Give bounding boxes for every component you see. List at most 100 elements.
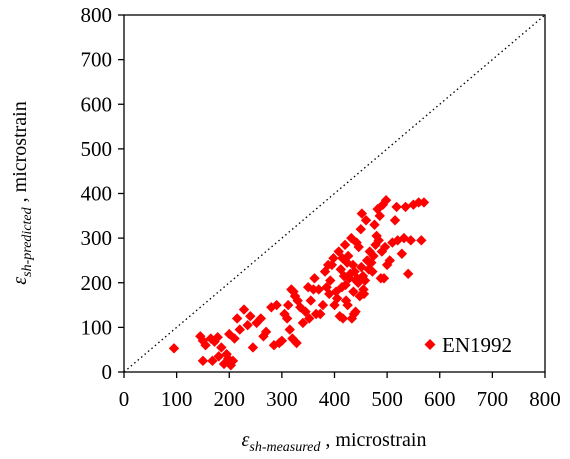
data-point xyxy=(360,215,372,226)
x-tick-label: 300 xyxy=(266,387,298,411)
data-point xyxy=(413,197,424,208)
data-point xyxy=(304,313,315,324)
legend: EN1992 xyxy=(424,333,512,357)
data-point xyxy=(398,232,410,244)
data-point xyxy=(309,273,320,284)
data-point xyxy=(391,201,402,213)
data-point xyxy=(380,194,392,206)
y-tick-label: 0 xyxy=(102,360,113,384)
data-point xyxy=(231,313,243,324)
data-point xyxy=(373,235,384,246)
y-tick-label: 800 xyxy=(81,3,113,27)
data-point xyxy=(207,355,218,367)
x-tick-label: 400 xyxy=(319,387,351,411)
data-point xyxy=(405,235,417,246)
data-point xyxy=(353,241,364,253)
data-point xyxy=(328,253,339,264)
x-axis-label-subscript: sh-measured xyxy=(249,440,321,455)
x-tick-label: 0 xyxy=(119,387,130,411)
data-point xyxy=(255,313,267,324)
x-tick-label: 800 xyxy=(529,387,561,411)
data-point xyxy=(247,342,259,353)
data-point xyxy=(315,308,326,320)
data-point xyxy=(418,197,430,208)
data-point xyxy=(379,241,391,253)
data-point xyxy=(284,324,295,335)
data-point xyxy=(271,299,282,311)
data-point xyxy=(331,293,343,304)
data-point xyxy=(281,313,293,324)
data-point xyxy=(356,208,368,219)
data-point xyxy=(374,210,385,222)
legend-label: EN1992 xyxy=(442,333,512,357)
data-point xyxy=(389,215,401,226)
data-point xyxy=(355,224,367,235)
data-point xyxy=(297,317,309,329)
data-point xyxy=(308,284,319,295)
data-point xyxy=(282,299,294,311)
y-tick-label: 100 xyxy=(81,315,113,339)
legend-marker xyxy=(424,339,436,350)
data-point xyxy=(200,340,211,351)
data-point xyxy=(242,319,253,331)
data-points xyxy=(168,194,430,371)
data-point xyxy=(245,311,256,322)
data-point xyxy=(416,235,427,246)
y-tick-label: 600 xyxy=(81,92,113,116)
y-axis-ticks: 0 100 200 300 400 500 600 700 800 xyxy=(81,3,124,384)
y-tick-label: 400 xyxy=(81,182,113,206)
data-point xyxy=(317,299,329,311)
data-point xyxy=(339,239,351,251)
data-point xyxy=(305,295,317,306)
x-tick-label: 100 xyxy=(161,387,193,411)
data-point xyxy=(378,273,390,284)
y-tick-label: 500 xyxy=(81,137,113,161)
data-point xyxy=(350,306,361,317)
reference-line xyxy=(123,14,546,373)
data-point xyxy=(234,324,245,335)
data-point xyxy=(396,248,408,259)
data-point xyxy=(402,268,414,280)
data-point xyxy=(359,275,371,286)
data-point xyxy=(346,232,357,244)
y-tick-label: 200 xyxy=(81,271,113,295)
data-point xyxy=(369,219,380,230)
y-axis-label-symbol: ε xyxy=(9,277,31,285)
data-point xyxy=(197,355,209,367)
data-point xyxy=(367,266,378,277)
data-point xyxy=(238,304,250,315)
x-tick-label: 700 xyxy=(477,387,509,411)
data-point xyxy=(348,286,359,297)
data-point xyxy=(384,255,395,266)
y-axis-label: εsh-predicted , microstrain xyxy=(9,101,35,284)
x-tick-label: 200 xyxy=(214,387,246,411)
y-tick-label: 300 xyxy=(81,226,113,250)
x-tick-label: 600 xyxy=(424,387,456,411)
data-point xyxy=(358,288,370,300)
data-point xyxy=(291,337,302,349)
data-point xyxy=(224,328,235,340)
data-point xyxy=(313,284,324,295)
data-point xyxy=(216,342,227,353)
data-point xyxy=(325,275,336,286)
x-axis-label-symbol: ε xyxy=(241,429,249,451)
data-point xyxy=(342,299,353,311)
data-point xyxy=(408,199,419,210)
x-tick-label: 500 xyxy=(371,387,403,411)
y-axis-label-subscript: sh-predicted xyxy=(20,206,35,276)
data-point xyxy=(342,250,354,262)
data-point xyxy=(227,355,239,367)
data-point xyxy=(212,331,223,343)
x-axis-label-suffix: , microstrain xyxy=(320,429,426,451)
data-point xyxy=(337,313,349,324)
x-axis-label: εsh-measured , microstrain xyxy=(241,429,426,455)
data-point xyxy=(260,326,272,338)
data-point xyxy=(276,335,288,346)
y-tick-label: 700 xyxy=(81,48,113,72)
data-point xyxy=(368,250,379,262)
data-point xyxy=(168,343,180,354)
y-axis-label-suffix: , microstrain xyxy=(9,101,31,207)
data-point xyxy=(400,201,411,213)
data-point xyxy=(213,351,224,362)
